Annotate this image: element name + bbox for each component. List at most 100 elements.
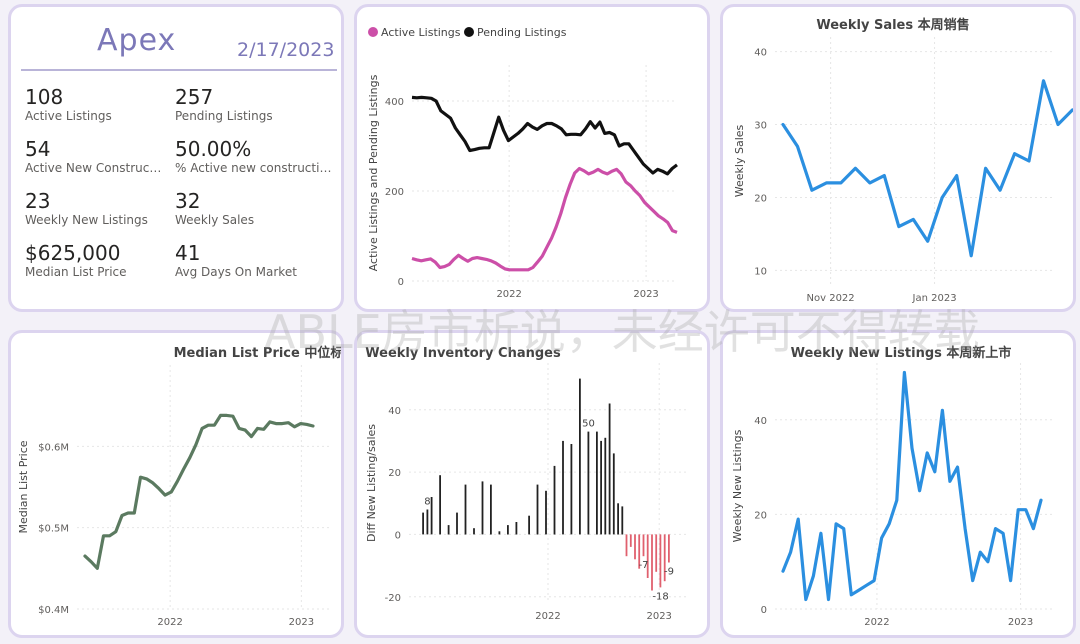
x-tick-label: Jan 2023 bbox=[912, 293, 957, 304]
series-line-pending-listings bbox=[411, 95, 678, 176]
kpi-label: Pending Listings bbox=[175, 109, 273, 123]
y-tick-label: 20 bbox=[754, 510, 767, 521]
y-axis-label: Weekly New Listings bbox=[731, 429, 744, 542]
x-tick-label: 2022 bbox=[157, 617, 182, 628]
kpi-value: 23 bbox=[25, 189, 51, 213]
bar bbox=[490, 484, 492, 535]
kpi-active-listings: 108 Active Listings bbox=[25, 85, 185, 124]
y-tick-label: 20 bbox=[754, 193, 767, 204]
x-tick-label: 2023 bbox=[633, 289, 658, 300]
kpi-value: 108 bbox=[25, 85, 64, 109]
series-line-median-list-price bbox=[83, 413, 315, 570]
bar bbox=[629, 534, 632, 547]
kpi-value: 54 bbox=[25, 137, 51, 161]
y-tick-label: $0.4M bbox=[38, 605, 69, 616]
y-axis-label: Median List Price bbox=[17, 440, 30, 533]
y-tick-label: 200 bbox=[385, 187, 404, 198]
bar bbox=[596, 431, 598, 535]
bar bbox=[498, 531, 501, 535]
x-tick-label: 2023 bbox=[1008, 617, 1033, 628]
y-tick-label: 0 bbox=[395, 530, 401, 541]
bar bbox=[617, 503, 619, 535]
weekly-sales-chart: 10 20 30 40 Nov 2022 Jan 2023 Weekly Sales Week… bbox=[733, 17, 1073, 304]
y-tick-label: 40 bbox=[754, 48, 767, 59]
series-line-weekly-new-listings bbox=[781, 370, 1043, 602]
kpi-label: Active New Constructi... bbox=[25, 161, 165, 175]
data-label: 8 bbox=[424, 496, 430, 507]
data-label: -7 bbox=[639, 560, 649, 571]
y-tick-label: $0.6M bbox=[38, 442, 69, 453]
kpi-avg-days-on-market: 41 Avg Days On Market bbox=[175, 241, 335, 280]
kpi-label: Avg Days On Market bbox=[175, 265, 297, 279]
bar bbox=[536, 484, 539, 535]
data-label: 50 bbox=[582, 419, 595, 430]
bar bbox=[612, 453, 615, 535]
weekly-new-listings-chart: 0 20 40 2022 2023 Weekly New Listings Weekly N… bbox=[731, 345, 1053, 628]
x-tick-label: 2023 bbox=[646, 611, 671, 622]
bar bbox=[545, 490, 547, 535]
y-tick-label: -20 bbox=[385, 593, 401, 604]
active-pending-chart-panel: 0 200 400 2022 2023 Active Listings and Pendi… bbox=[354, 4, 710, 312]
bar bbox=[515, 522, 518, 535]
kpi-label: Median List Price bbox=[25, 265, 127, 279]
kpi-label: Active Listings bbox=[25, 109, 112, 123]
y-tick-label: 0 bbox=[398, 277, 404, 288]
chart-title: Weekly Inventory Changes bbox=[365, 346, 561, 361]
bar bbox=[621, 506, 624, 535]
weekly-sales-chart-panel: 10 20 30 40 Nov 2022 Jan 2023 Weekly Sales Week… bbox=[720, 4, 1076, 312]
y-tick-label: $0.5M bbox=[38, 524, 69, 535]
kpi-value: $625,000 bbox=[25, 241, 121, 265]
weekly-inventory-chart-panel: -20 0 20 40 2022 2023 Diff New Listing/sales We… bbox=[354, 330, 710, 638]
bar bbox=[570, 444, 573, 535]
bar bbox=[663, 534, 666, 582]
kpi-pending-listings: 257 Pending Listings bbox=[175, 85, 335, 124]
kpi-weekly-new-listings: 23 Weekly New Listings bbox=[25, 189, 185, 228]
kpi-label: Weekly Sales bbox=[175, 213, 255, 227]
kpi-value: 41 bbox=[175, 241, 201, 265]
y-tick-label: 30 bbox=[754, 121, 767, 132]
y-axis-label: Diff New Listing/sales bbox=[365, 424, 378, 542]
kpi-value: 50.00% bbox=[175, 137, 252, 161]
bar bbox=[422, 512, 424, 535]
data-label: -18 bbox=[652, 591, 668, 602]
bar bbox=[528, 515, 530, 535]
y-axis-label: Active Listings and Pending Listings bbox=[367, 74, 380, 271]
x-tick-label: 2022 bbox=[535, 611, 560, 622]
bar bbox=[447, 525, 450, 535]
bar bbox=[579, 378, 581, 535]
kpi-label: Weekly New Listings bbox=[25, 213, 148, 227]
median-list-price-chart: $0.4M $0.5M $0.6M 2022 2023 Median List Price… bbox=[17, 345, 341, 628]
kpi-weekly-sales: 32 Weekly Sales bbox=[175, 189, 335, 228]
bar bbox=[464, 484, 467, 535]
bar bbox=[668, 534, 670, 563]
chart-title: Weekly Sales 本周销售 bbox=[816, 17, 969, 33]
bar bbox=[562, 440, 564, 535]
bar bbox=[473, 528, 475, 535]
weekly-new-listings-chart-panel: 0 20 40 2022 2023 Weekly New Listings Weekly N… bbox=[720, 330, 1076, 638]
legend-label: Active Listings bbox=[381, 26, 461, 39]
bar bbox=[655, 534, 658, 572]
kpi-active-new-construction: 54 Active New Constructi... bbox=[25, 137, 165, 176]
bar bbox=[651, 534, 653, 591]
kpi-median-list-price: $625,000 Median List Price bbox=[25, 241, 185, 280]
kpi-card: Apex 2/17/2023 108 Active Listings 257 P… bbox=[8, 4, 344, 312]
bar bbox=[553, 465, 556, 535]
x-tick-label: 2023 bbox=[289, 617, 314, 628]
series-line-active-listings bbox=[411, 166, 678, 272]
y-axis-label: Weekly Sales bbox=[733, 124, 746, 197]
bar bbox=[608, 403, 611, 535]
bar bbox=[638, 534, 641, 569]
bar bbox=[439, 475, 441, 535]
bar bbox=[430, 497, 433, 535]
kpi-card-title: Apex bbox=[97, 23, 177, 58]
weekly-inventory-chart: -20 0 20 40 2022 2023 Diff New Listing/sales We… bbox=[365, 346, 687, 622]
bar bbox=[426, 509, 429, 535]
kpi-card-divider bbox=[21, 69, 337, 71]
kpi-pct-active-new-construction: 50.00% % Active new constructions bbox=[175, 137, 335, 176]
y-tick-label: 10 bbox=[754, 266, 767, 277]
chart-title: Weekly New Listings 本周新上市 bbox=[791, 345, 1012, 361]
chart-title: Median List Price 中位标价 bbox=[174, 345, 341, 361]
kpi-card-date: 2/17/2023 bbox=[237, 39, 335, 61]
bar bbox=[456, 512, 458, 535]
y-tick-label: 40 bbox=[754, 416, 767, 427]
